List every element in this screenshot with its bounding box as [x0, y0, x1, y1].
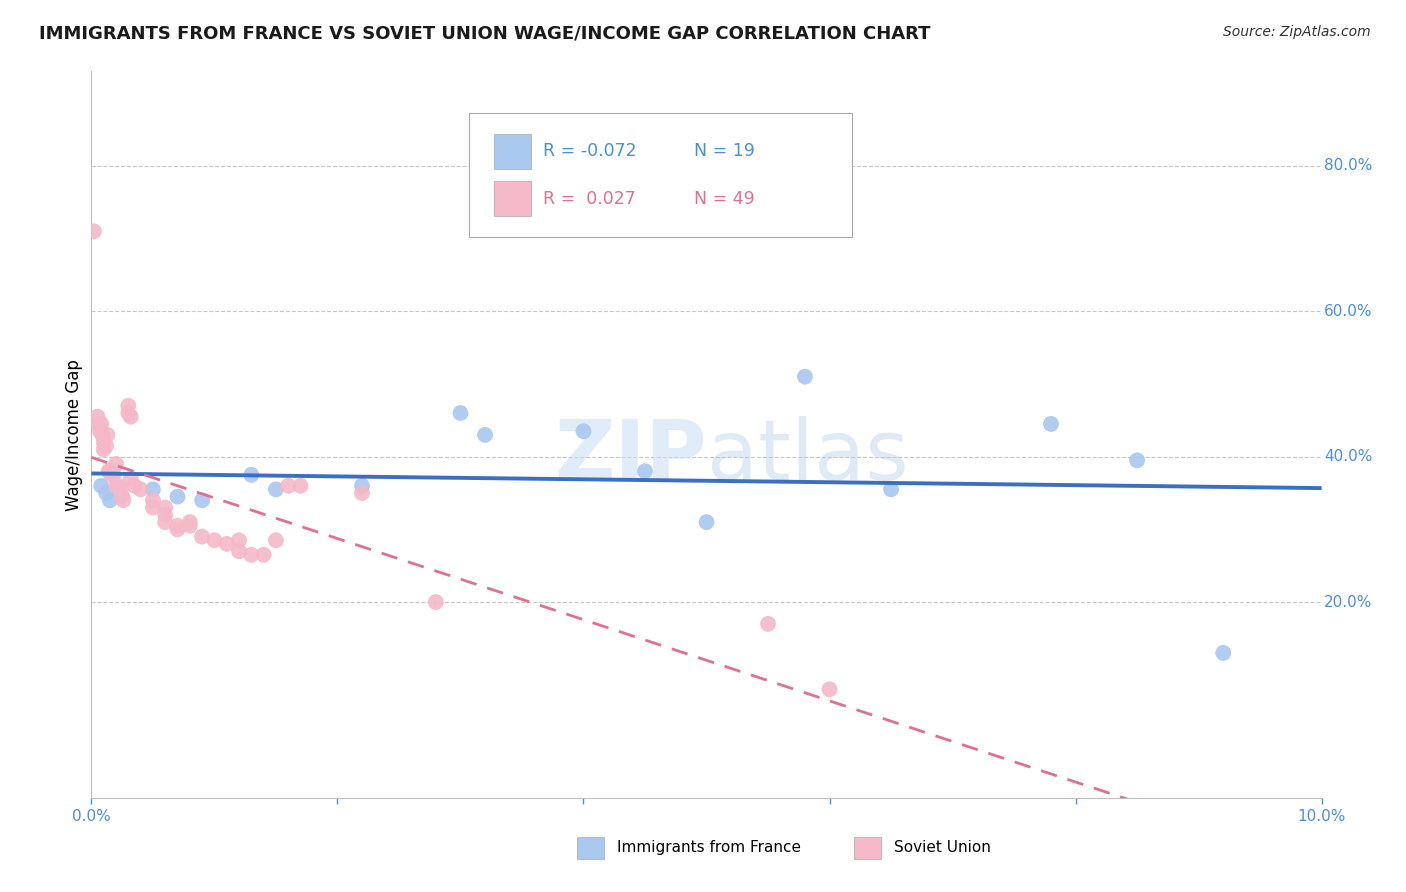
Point	[129, 483, 152, 497]
Point	[756, 616, 779, 631]
Point	[120, 471, 142, 485]
Point	[880, 483, 903, 497]
Point	[166, 490, 188, 504]
Point	[240, 548, 263, 562]
Point	[93, 435, 115, 450]
Point	[90, 417, 112, 431]
Point	[112, 493, 135, 508]
Point	[228, 544, 250, 558]
Text: 60.0%: 60.0%	[1324, 304, 1372, 318]
Text: 40.0%: 40.0%	[1324, 450, 1372, 464]
Point	[1126, 453, 1149, 467]
Point	[277, 479, 299, 493]
Point	[153, 515, 177, 529]
Y-axis label: Wage/Income Gap: Wage/Income Gap	[65, 359, 83, 511]
Point	[124, 479, 146, 493]
Point	[474, 428, 496, 442]
Point	[120, 409, 142, 424]
Point	[142, 500, 165, 515]
Point	[240, 467, 263, 482]
Point	[191, 493, 214, 508]
Point	[117, 406, 139, 420]
Point	[350, 479, 373, 493]
Text: 20.0%: 20.0%	[1324, 595, 1372, 609]
Point	[91, 428, 114, 442]
Text: 80.0%: 80.0%	[1324, 159, 1372, 173]
Point	[179, 515, 201, 529]
Point	[83, 224, 105, 238]
Point	[100, 467, 122, 482]
Text: N = 49: N = 49	[695, 190, 755, 208]
Point	[166, 518, 188, 533]
Point	[202, 533, 225, 548]
Point	[96, 439, 117, 453]
Point	[264, 483, 287, 497]
Point	[634, 464, 657, 478]
Point	[818, 682, 841, 697]
Point	[253, 548, 276, 562]
Point	[572, 424, 595, 438]
Point	[111, 490, 134, 504]
Point	[98, 493, 121, 508]
Point	[166, 522, 188, 536]
Text: Soviet Union: Soviet Union	[894, 840, 990, 855]
Point	[425, 595, 447, 609]
Point	[215, 537, 238, 551]
Point	[98, 464, 121, 478]
Point	[96, 428, 118, 442]
Text: R =  0.027: R = 0.027	[543, 190, 636, 208]
Text: atlas: atlas	[706, 417, 908, 497]
Text: R = -0.072: R = -0.072	[543, 143, 637, 161]
Text: Immigrants from France: Immigrants from France	[617, 840, 800, 855]
Bar	[853, 837, 882, 859]
Point	[117, 399, 139, 413]
Point	[179, 518, 201, 533]
Bar	[494, 134, 530, 169]
Point	[96, 486, 117, 500]
Point	[264, 533, 287, 548]
Point	[153, 500, 177, 515]
Point	[696, 515, 718, 529]
Text: N = 19: N = 19	[695, 143, 755, 161]
Point	[86, 409, 108, 424]
Point	[191, 530, 214, 544]
Point	[89, 424, 111, 438]
Point	[90, 479, 112, 493]
Point	[87, 417, 110, 431]
Point	[228, 533, 250, 548]
Point	[793, 369, 815, 384]
Text: Source: ZipAtlas.com: Source: ZipAtlas.com	[1223, 25, 1371, 39]
Point	[97, 464, 120, 478]
Bar	[494, 181, 530, 216]
Bar	[578, 837, 605, 859]
Point	[290, 479, 312, 493]
Text: IMMIGRANTS FROM FRANCE VS SOVIET UNION WAGE/INCOME GAP CORRELATION CHART: IMMIGRANTS FROM FRANCE VS SOVIET UNION W…	[39, 25, 931, 43]
Point	[1212, 646, 1234, 660]
Point	[1039, 417, 1063, 431]
Point	[142, 493, 165, 508]
Point	[142, 483, 165, 497]
Point	[105, 479, 127, 493]
Text: ZIP: ZIP	[554, 417, 706, 497]
Point	[105, 457, 127, 471]
Point	[449, 406, 471, 420]
Point	[350, 486, 373, 500]
FancyBboxPatch shape	[470, 112, 852, 237]
Point	[153, 508, 177, 522]
Point	[93, 442, 115, 457]
Point	[110, 483, 132, 497]
Point	[103, 467, 125, 482]
Point	[107, 479, 129, 493]
